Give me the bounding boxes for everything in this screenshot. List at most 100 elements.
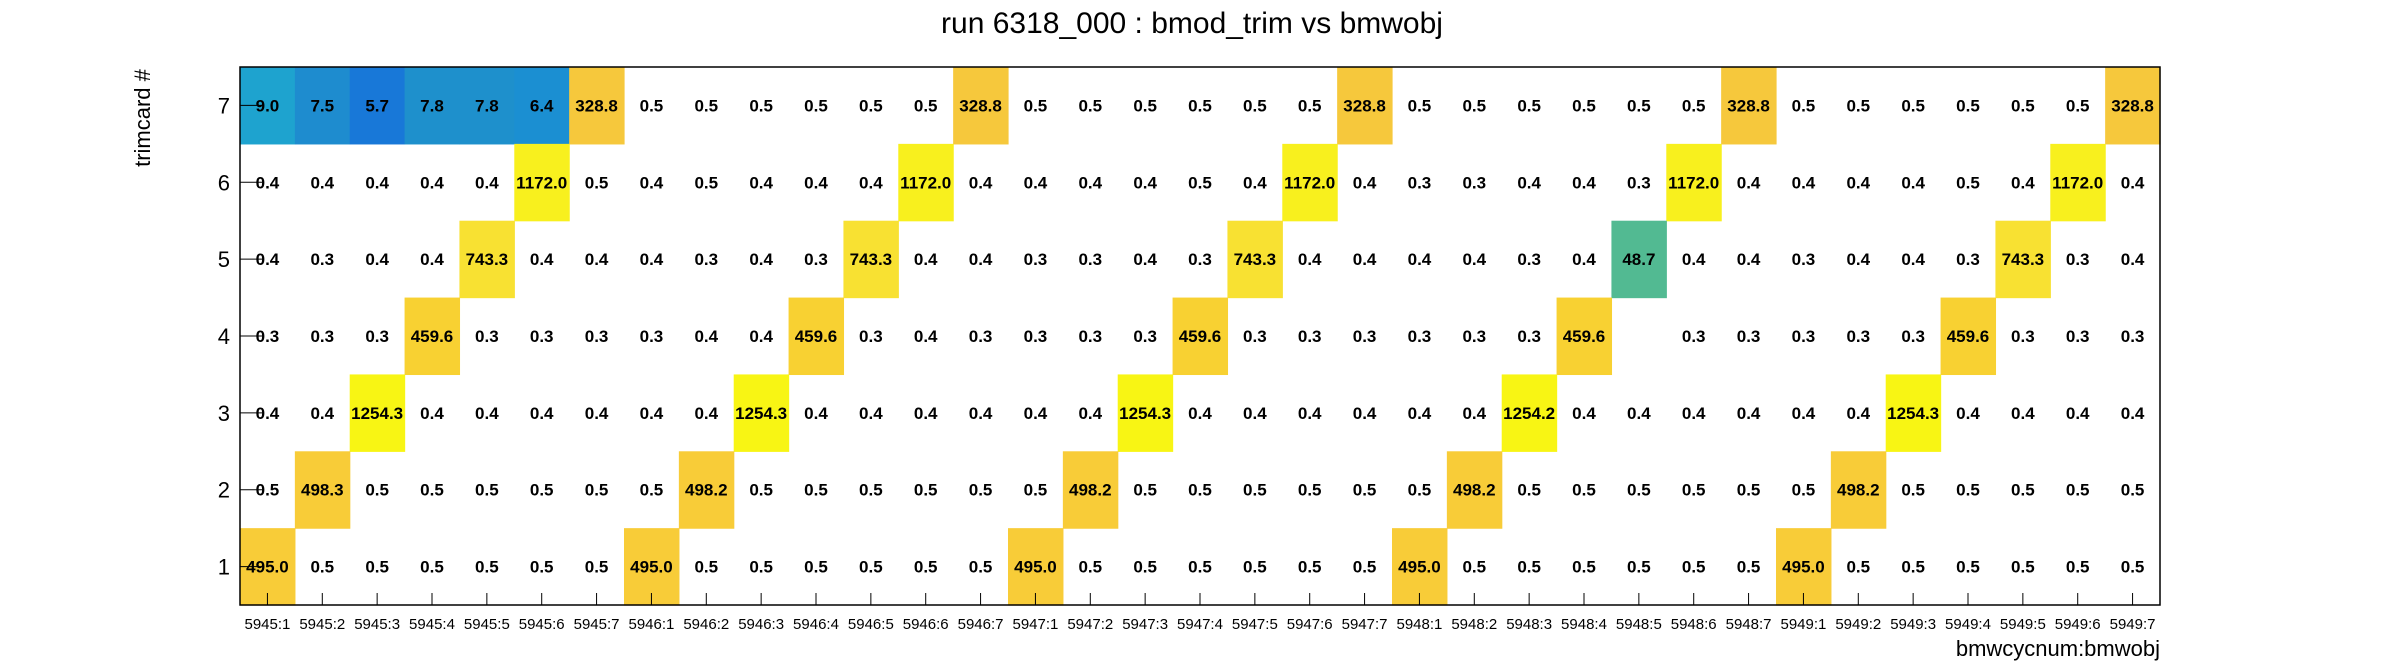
heatmap-cells (240, 67, 2161, 606)
cell-value-label: 0.3 (1078, 327, 1102, 346)
y-tick-label: 6 (218, 170, 230, 195)
cell-value-label: 0.4 (1572, 250, 1596, 269)
heatmap-cell (514, 67, 570, 145)
cell-value-label: 0.4 (1846, 250, 1870, 269)
heatmap-cell (294, 67, 351, 145)
heatmap-cell (514, 143, 570, 222)
cell-value-label: 0.5 (420, 558, 444, 577)
cell-value-label: 0.5 (1133, 96, 1157, 115)
cell-value-label: 0.4 (256, 404, 280, 423)
x-tick-label: 5947:7 (1342, 616, 1388, 633)
cell-value-label: 0.5 (2011, 558, 2035, 577)
heatmap-cell (733, 374, 790, 452)
cell-value-label: 0.5 (1572, 481, 1596, 500)
x-tick-label: 5945:6 (519, 616, 565, 633)
cell-value-label: 0.4 (1353, 404, 1377, 423)
cell-value-label: 0.4 (1024, 404, 1048, 423)
cell-value-label: 0.5 (1792, 481, 1816, 500)
cell-value-label: 0.5 (2066, 481, 2090, 500)
cell-value-label: 0.5 (1078, 558, 1102, 577)
x-tick-label: 5947:3 (1122, 616, 1168, 633)
cell-value-label: 0.3 (2011, 327, 2035, 346)
cell-value-label: 0.5 (1243, 96, 1267, 115)
cell-value-label: 459.6 (1947, 327, 1990, 346)
x-tick-label: 5946:4 (793, 616, 839, 633)
cell-value-label: 0.5 (1353, 558, 1377, 577)
cell-value-label: 0.4 (1188, 404, 1212, 423)
cell-value-label: 495.0 (630, 558, 673, 577)
cell-value-label: 0.4 (1078, 404, 1102, 423)
cell-value-label: 1254.3 (1887, 404, 1939, 423)
x-tick-label: 5945:2 (299, 616, 345, 633)
cell-value-label: 0.4 (1078, 173, 1102, 192)
y-tick-label: 3 (218, 401, 230, 426)
heatmap-cell-labels: 9.0 7.5 5.7 7.8 7.8 6.4 328.8 0.5 0.5 0.5 0.5 0.5 0.… (246, 96, 2154, 576)
heatmap-cell (404, 67, 461, 145)
cell-value-label: 0.4 (1682, 250, 1706, 269)
cell-value-label: 0.4 (530, 404, 554, 423)
heatmap-cell (1008, 528, 1064, 606)
cell-value-label: 328.8 (1727, 96, 1770, 115)
cell-value-label: 0.5 (859, 558, 883, 577)
cell-value-label: 7.8 (420, 96, 444, 115)
cell-value-label: 0.4 (1737, 250, 1761, 269)
cell-value-label: 0.3 (969, 327, 993, 346)
y-axis: 1 2 3 4 5 6 7 (218, 93, 262, 580)
cell-value-label: 0.5 (2011, 481, 2035, 500)
cell-value-label: 0.4 (640, 404, 664, 423)
cell-value-label: 0.5 (804, 96, 828, 115)
cell-value-label: 0.3 (1353, 327, 1377, 346)
cell-value-label: 0.3 (310, 327, 334, 346)
cell-value-label: 0.5 (1408, 96, 1432, 115)
heatmap-cell (459, 67, 515, 145)
cell-value-label: 0.3 (1188, 250, 1212, 269)
cell-value-label: 0.3 (256, 327, 280, 346)
cell-value-label: 0.3 (365, 327, 389, 346)
cell-value-label: 0.3 (1462, 327, 1486, 346)
cell-value-label: 0.4 (749, 173, 773, 192)
cell-value-label: 0.3 (1408, 173, 1432, 192)
cell-value-label: 495.0 (1398, 558, 1441, 577)
heatmap-cell (953, 67, 1009, 145)
heatmap-cell (624, 528, 680, 606)
cell-value-label: 495.0 (1014, 558, 1057, 577)
cell-value-label: 0.3 (1024, 250, 1048, 269)
cell-value-label: 0.4 (420, 250, 444, 269)
cell-value-label: 0.4 (969, 173, 993, 192)
x-tick-label: 5947:1 (1012, 616, 1058, 633)
x-tick-label: 5945:4 (409, 616, 455, 633)
cell-value-label: 498.3 (301, 481, 344, 500)
cell-value-label: 0.4 (256, 173, 280, 192)
cell-value-label: 0.4 (365, 173, 389, 192)
cell-value-label: 0.4 (640, 173, 664, 192)
cell-value-label: 0.3 (585, 327, 609, 346)
cell-value-label: 0.3 (1133, 327, 1157, 346)
x-tick-label: 5949:6 (2055, 616, 2101, 633)
cell-value-label: 0.5 (859, 481, 883, 500)
cell-value-label: 0.4 (1462, 404, 1486, 423)
cell-value-label: 0.5 (2066, 96, 2090, 115)
cell-value-label: 0.3 (1517, 250, 1541, 269)
cell-value-label: 0.5 (694, 96, 718, 115)
heatmap-cell (1830, 451, 1887, 529)
cell-value-label: 0.4 (914, 327, 938, 346)
cell-value-label: 1254.3 (735, 404, 787, 423)
cell-value-label: 0.5 (1408, 481, 1432, 500)
cell-value-label: 0.4 (1682, 404, 1706, 423)
cell-value-label: 0.3 (530, 327, 554, 346)
cell-value-label: 0.4 (1956, 404, 1980, 423)
cell-value-label: 0.5 (640, 481, 664, 500)
heatmap-cell (1172, 297, 1229, 376)
cell-value-label: 0.3 (475, 327, 499, 346)
cell-value-label: 0.4 (475, 173, 499, 192)
cell-value-label: 0.3 (2066, 250, 2090, 269)
cell-value-label: 0.3 (1956, 250, 1980, 269)
cell-value-label: 0.4 (1298, 250, 1322, 269)
cell-value-label: 0.3 (1846, 327, 1870, 346)
cell-value-label: 0.3 (694, 250, 718, 269)
cell-value-label: 0.5 (1517, 96, 1541, 115)
cell-value-label: 0.5 (2011, 96, 2035, 115)
cell-value-label: 0.5 (1846, 558, 1870, 577)
cell-value-label: 0.5 (475, 558, 499, 577)
cell-value-label: 0.5 (365, 558, 389, 577)
